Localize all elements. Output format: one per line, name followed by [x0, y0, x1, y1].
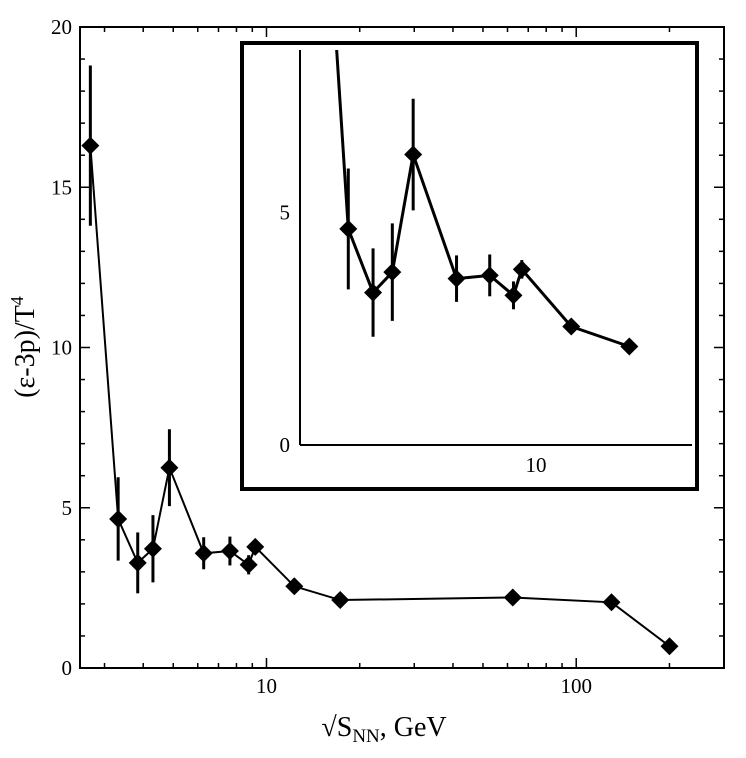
data-point: [246, 537, 265, 556]
data-point: [285, 577, 304, 596]
y-tick-label: 5: [62, 496, 73, 520]
inset-series: [335, 50, 639, 356]
inset-tick-labels: 0 5 10: [280, 201, 547, 477]
y-tick-label: 0: [62, 656, 73, 680]
data-point: [602, 593, 621, 612]
data-point: [220, 542, 239, 561]
x-tick-label: 10: [256, 674, 277, 698]
inset-data-point: [504, 286, 523, 305]
inset-data-point: [620, 337, 639, 356]
inset-data-point: [339, 219, 358, 238]
x-tick-label: 100: [560, 674, 592, 698]
x-axis-title: √SNN, GeV: [321, 712, 446, 747]
data-point: [81, 136, 100, 155]
inset-data-point: [364, 283, 383, 302]
inset-x-tick-label: 10: [526, 453, 547, 477]
y-tick-label: 10: [51, 336, 72, 360]
data-point: [503, 588, 522, 607]
data-point: [239, 555, 258, 574]
inset-data-point: [404, 145, 423, 164]
data-point: [143, 539, 162, 558]
y-axis-title: (ε-3p)/T4: [7, 296, 41, 398]
data-point: [128, 553, 147, 572]
y-tick-label: 20: [51, 15, 72, 39]
main-axis-ticks: [80, 26, 725, 669]
data-point: [109, 509, 128, 528]
inset-data-point: [512, 260, 531, 279]
inset-y-tick-label: 0: [280, 433, 291, 457]
data-point: [194, 544, 213, 563]
data-point: [660, 637, 679, 656]
inset-y-tick-label: 5: [280, 201, 291, 225]
main-series: [81, 65, 679, 656]
inset-data-point: [562, 317, 581, 336]
data-point: [160, 458, 179, 477]
inset-data-point: [480, 266, 499, 285]
inset-data-point: [383, 263, 402, 282]
inset-frame: [240, 41, 699, 491]
inset-axes: [299, 50, 692, 446]
inset-data-point: [447, 269, 466, 288]
y-tick-label: 15: [51, 175, 72, 199]
data-point: [331, 591, 350, 610]
